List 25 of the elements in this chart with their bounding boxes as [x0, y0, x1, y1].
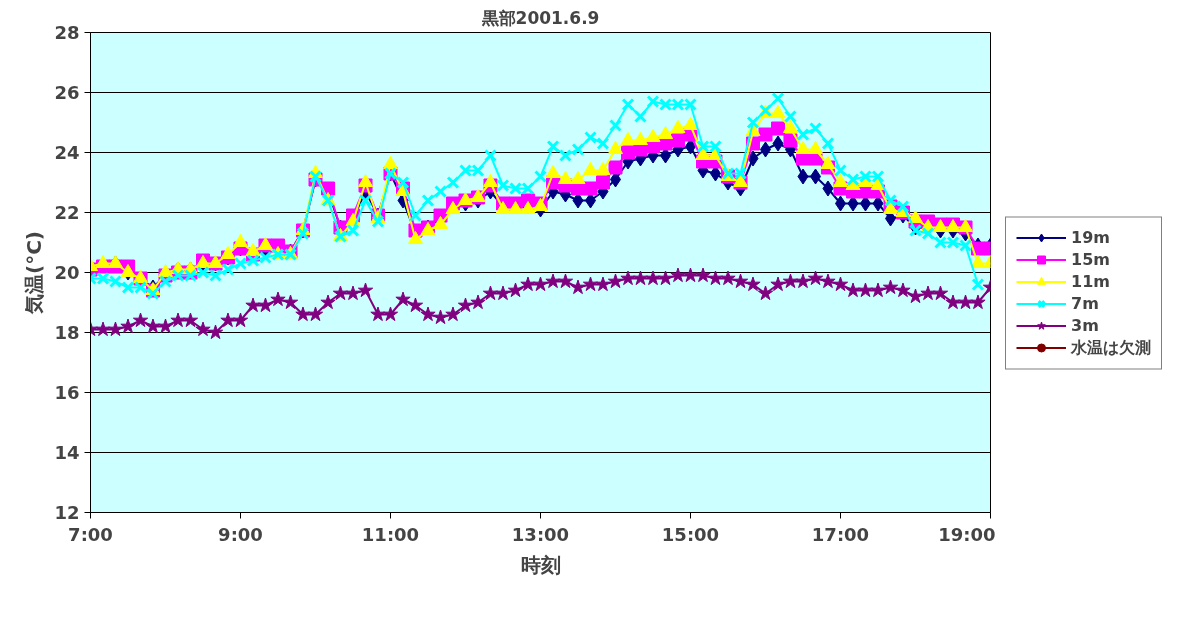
- x-tick-label: 17:00: [811, 523, 870, 545]
- chart-title: 黒部2001.6.9: [480, 7, 600, 28]
- legend-label: 11m: [1071, 271, 1110, 291]
- x-tick-label: 13:00: [511, 523, 570, 545]
- x-tick-label: 7:00: [68, 523, 113, 545]
- legend-label: 15m: [1071, 249, 1110, 269]
- y-tick-label: 22: [54, 202, 80, 223]
- y-tick-label: 16: [54, 382, 80, 403]
- legend-label: 3m: [1071, 315, 1099, 335]
- legend-label: 7m: [1071, 293, 1099, 313]
- y-axis-title: 気温(°C): [22, 231, 47, 315]
- legend-label: 19m: [1071, 227, 1110, 247]
- y-tick-label: 26: [54, 82, 80, 103]
- x-axis-title: 時刻: [520, 552, 561, 577]
- y-tick-label: 24: [54, 142, 80, 163]
- y-tick-label: 12: [54, 502, 80, 523]
- y-tick-label: 18: [54, 322, 80, 343]
- x-tick-label: 19:00: [938, 523, 996, 545]
- y-tick-label: 20: [54, 262, 80, 283]
- y-tick-label: 28: [54, 22, 80, 43]
- x-tick-label: 9:00: [218, 523, 263, 545]
- x-tick-label: 11:00: [361, 523, 420, 545]
- x-tick-label: 15:00: [661, 523, 720, 545]
- y-tick-label: 14: [54, 442, 80, 463]
- legend-label: 水温は欠測: [1071, 337, 1151, 358]
